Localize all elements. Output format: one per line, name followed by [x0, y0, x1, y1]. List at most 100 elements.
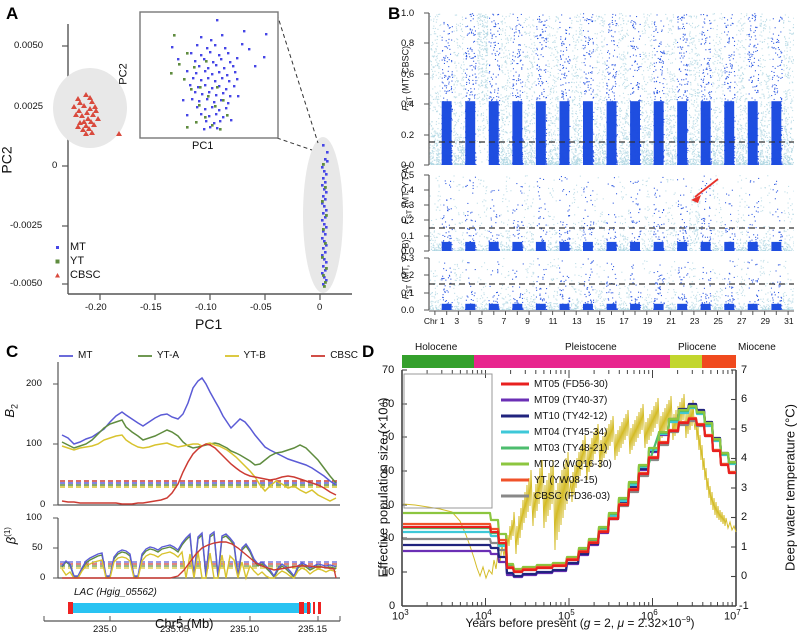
legend-label: MT03 (TY48-21): [534, 442, 608, 454]
legend-label-mt: MT: [70, 241, 86, 253]
panel-c-legend: MT YT-A YT-B CBSC: [58, 350, 358, 361]
panel-d-right-ytick-4: 3: [741, 482, 748, 494]
panel-d-right-ytick-0: 7: [741, 364, 748, 376]
red-arrow-annotation: [691, 178, 719, 203]
legend-item: MT02 (WQ16-30): [500, 456, 612, 472]
legend-item-cbsc: CBSC: [310, 350, 358, 361]
panel-d-left-ytick-0: 70: [382, 364, 395, 376]
panel-a-xtick-1: -0.15: [140, 302, 162, 313]
panel-d-right-ytick-7: 0: [741, 570, 748, 582]
panel-b-mid-ytick-1: 0.4: [401, 185, 415, 196]
panel-b-mid-ytick-3: 0.2: [401, 215, 415, 226]
epoch-label-miocene: Miocene: [738, 342, 776, 353]
panel-b-chrom-label-21: 21: [666, 316, 676, 326]
panel-c-bot-ytick-2: 0: [40, 572, 46, 583]
panel-c-bottom-ylabel: β(1): [2, 527, 19, 545]
panel-d-label: D: [362, 342, 375, 361]
panel-b-chrom-label-11: 11: [548, 316, 558, 326]
panel-a-ytick-4: -0.0050: [10, 278, 43, 289]
panel-b-chrom-label-19: 19: [642, 316, 653, 326]
panel-d-left-ytick-6: 10: [382, 566, 395, 578]
panel-a: A: [0, 0, 385, 340]
panel-d-right-ytick-6: 1: [741, 541, 748, 553]
legend-item-yt-a: YT-A: [137, 350, 179, 361]
epoch-label-holocene: Holocene: [415, 342, 458, 353]
panel-b-top-ytick-3: 0.4: [401, 99, 415, 110]
panel-d-left-ytick-1: 60: [382, 398, 395, 410]
legend-item-mt: MT: [58, 350, 92, 361]
panel-d-right-ytick-2: 5: [741, 423, 748, 435]
panel-a-legend: MT YT CBSC: [52, 240, 101, 282]
epoch-bar: [402, 355, 736, 368]
temperature-curve: [402, 393, 737, 580]
panel-b-chrom-label-13: 13: [572, 316, 582, 326]
panel-d-plot: [401, 355, 737, 607]
epoch-label-pliocene: Pliocene: [678, 342, 717, 353]
legend-item: YT (YW08-15): [500, 472, 612, 488]
legend-label-cbsc: CBSC: [70, 269, 101, 281]
legend-item: CBSC (FD36-03): [500, 488, 612, 504]
panel-d-right-ytick-1: 6: [741, 393, 748, 405]
panel-a-xtick-4: 0: [317, 302, 323, 313]
legend-item-yt: YT: [52, 254, 101, 268]
legend-label: MT05 (FD56-30): [534, 378, 608, 390]
panel-d-right-ytick-3: 4: [741, 452, 748, 464]
panel-c-plot: [43, 362, 341, 622]
panel-a-xtick-0: -0.20: [85, 302, 107, 313]
psmc-curves: [402, 402, 736, 579]
panel-c-xtick-2: 235.10: [230, 624, 260, 635]
panel-c-xtick-3: 235.15: [298, 624, 328, 635]
legend-item: MT05 (FD56-30): [500, 376, 612, 392]
legend-label: MT10 (TY42-12): [534, 410, 608, 422]
panel-d: D Holocene Pleistocene Pliocene Miocene …: [360, 340, 800, 637]
panel-a-ytick-2: 0: [52, 160, 58, 171]
panel-b-chrom-label-15: 15: [595, 316, 606, 326]
panel-c-bot-ytick-0: 100: [26, 512, 42, 523]
legend-label: CBSC (FD36-03): [534, 490, 611, 502]
panel-a-inset-ylabel: PC2: [117, 63, 130, 85]
panel-d-left-ytick-3: 40: [382, 465, 395, 477]
panel-b-mid-ytick-5: 0.0: [401, 246, 415, 257]
panel-d-legend: MT05 (FD56-30) MT09 (TY40-37) MT10 (TY42…: [500, 376, 612, 504]
panel-b-manhattan: [424, 12, 794, 315]
legend-item: MT10 (TY42-12): [500, 408, 612, 424]
panel-a-ytick-1: 0.0025: [14, 101, 44, 112]
panel-d-xtick-1: 104: [475, 608, 492, 623]
panel-b-chrom-label-5: 5: [477, 316, 483, 326]
legend-label-yt-b: YT-B: [243, 350, 266, 361]
panel-b-mid-ytick-4: 0.1: [401, 231, 415, 242]
panel-d-xtick-4: 107: [724, 608, 741, 623]
panel-b-chrom-label-25: 25: [713, 316, 723, 326]
panel-b: B FST (MT, CBSC) FST (MT, YT-A) FST (MT,…: [385, 0, 800, 340]
panel-b-chrom-label-23: 23: [689, 316, 700, 326]
panel-c: C MT YT-A YT-B CBSC B2 β(1): [0, 340, 370, 637]
legend-label-yt-a: YT-A: [156, 350, 180, 361]
panel-b-bot-ytick-0: 0.3: [401, 253, 415, 264]
panel-b-mid-ytick-0: 0.5: [401, 170, 415, 181]
cluster-mt-yt: [321, 144, 329, 288]
panel-b-chrom-label-29: 29: [760, 316, 771, 326]
panel-b-chrom-label-9: 9: [525, 316, 530, 326]
panel-d-ylabel-left: Effective population size (×10⁴): [375, 397, 391, 578]
legend-item: MT09 (TY40-37): [500, 392, 612, 408]
panel-b-top-ytick-4: 0.2: [401, 130, 415, 141]
legend-label-yt: YT: [70, 255, 85, 267]
panel-b-top-ytick-1: 0.8: [401, 38, 415, 49]
legend-item: MT04 (TY45-34): [500, 424, 612, 440]
legend-label-cbsc: CBSC: [330, 350, 358, 361]
panel-a-ylabel: PC2: [0, 146, 15, 174]
legend-label: YT (YW08-15): [534, 474, 598, 486]
panel-d-right-ytick-8: -1: [739, 600, 749, 612]
legend-item-yt-b: YT-B: [224, 350, 266, 361]
legend-label: MT02 (WQ16-30): [534, 458, 612, 470]
panel-a-ytick-0: 0.0050: [14, 40, 44, 51]
panel-c-label: C: [6, 342, 19, 361]
legend-label: MT04 (TY45-34): [534, 426, 608, 438]
panel-d-xlabel: Years before present (g = 2, μ = 2.32×10…: [465, 615, 695, 630]
epoch-label-pleistocene: Pleistocene: [565, 342, 617, 353]
panel-b-top-ytick-5: 0.0: [401, 160, 415, 171]
inset-leader-lines: [276, 13, 319, 151]
panel-d-left-ytick-2: 50: [382, 431, 395, 443]
panel-b-chrom-label-7: 7: [501, 316, 507, 326]
panel-d-left-ytick-4: 30: [382, 499, 395, 511]
